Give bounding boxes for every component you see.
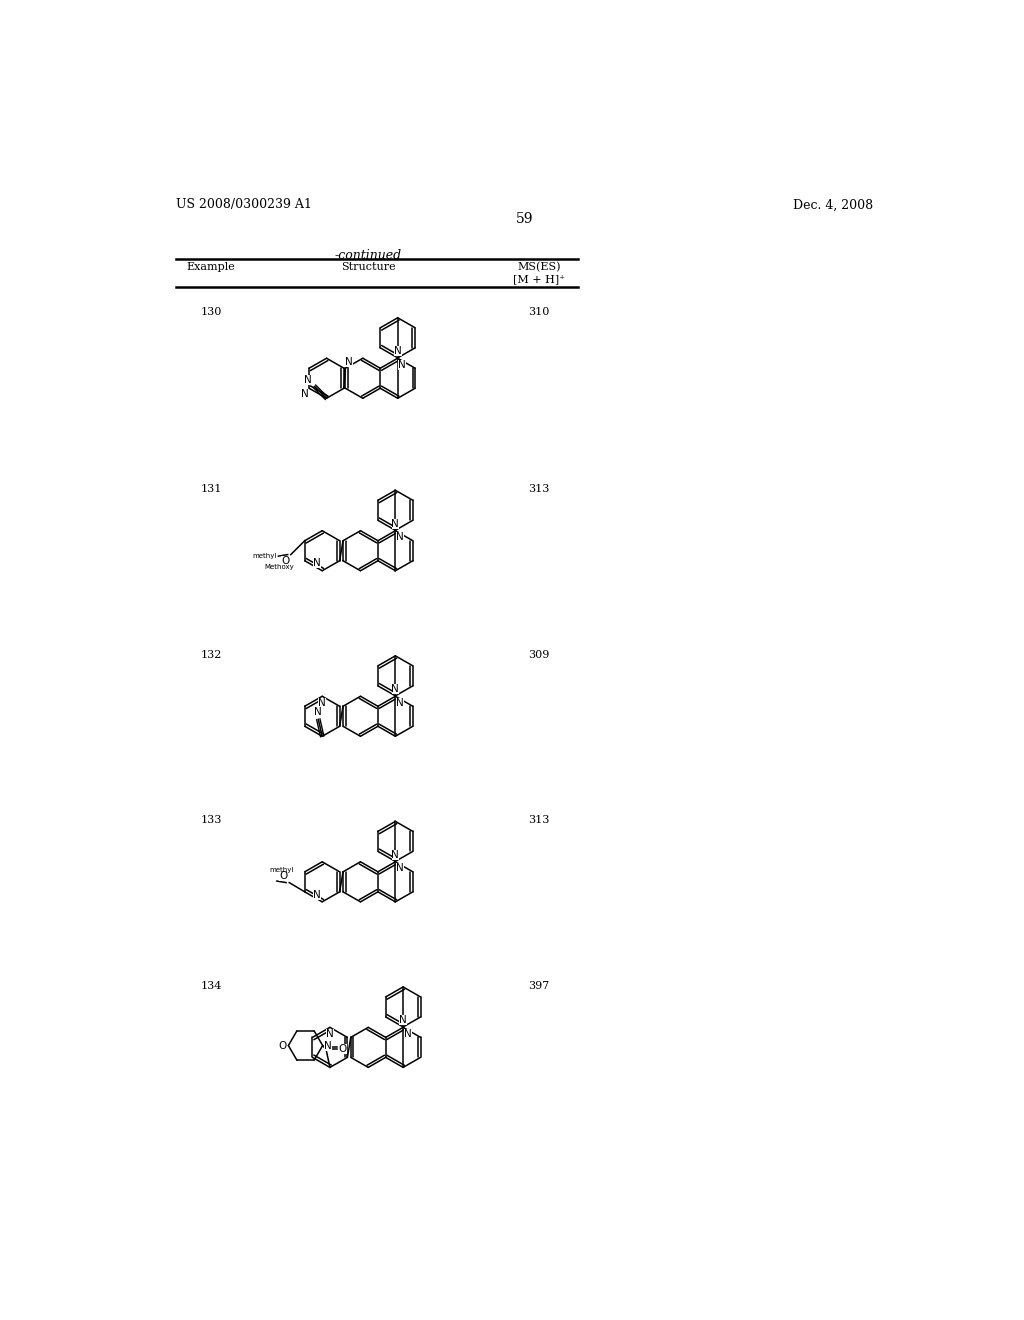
Text: methyl: methyl [269,867,294,874]
Text: 397: 397 [528,981,549,991]
Text: N: N [399,1015,407,1026]
Text: Methoxy: Methoxy [264,564,294,570]
Text: N: N [394,346,401,356]
Text: 132: 132 [201,649,221,660]
Text: 310: 310 [528,308,550,317]
Text: 313: 313 [528,484,550,494]
Text: Structure: Structure [341,261,395,272]
Text: 130: 130 [201,308,221,317]
Text: N: N [326,1028,334,1039]
Text: N: N [396,698,403,708]
Text: N: N [313,890,321,899]
Text: N: N [391,519,399,529]
Text: 133: 133 [201,816,221,825]
Text: Example: Example [186,261,236,272]
Text: N: N [314,708,323,717]
Text: 134: 134 [201,981,221,991]
Text: N: N [403,1028,412,1039]
Text: O: O [281,556,289,566]
Text: N: N [398,360,407,370]
Text: N: N [345,358,352,367]
Text: N: N [325,1040,332,1051]
Text: 131: 131 [201,484,221,494]
Text: N: N [301,389,308,399]
Text: Dec. 4, 2008: Dec. 4, 2008 [794,198,873,211]
Text: methyl: methyl [253,553,276,560]
Text: O: O [339,1044,347,1053]
Text: O: O [280,871,288,880]
Text: N: N [396,863,403,874]
Text: N: N [391,684,399,694]
Text: O: O [279,1040,287,1051]
Text: MS(ES): MS(ES) [517,261,560,272]
Text: [M + H]⁺: [M + H]⁺ [513,275,565,284]
Text: N: N [304,375,312,384]
Text: N: N [313,558,321,569]
Text: N: N [318,698,326,708]
Text: 313: 313 [528,816,550,825]
Text: N: N [391,850,399,859]
Text: 59: 59 [516,213,534,226]
Text: -continued: -continued [335,249,401,263]
Text: US 2008/0300239 A1: US 2008/0300239 A1 [176,198,312,211]
Text: 309: 309 [528,649,550,660]
Text: N: N [396,532,403,543]
